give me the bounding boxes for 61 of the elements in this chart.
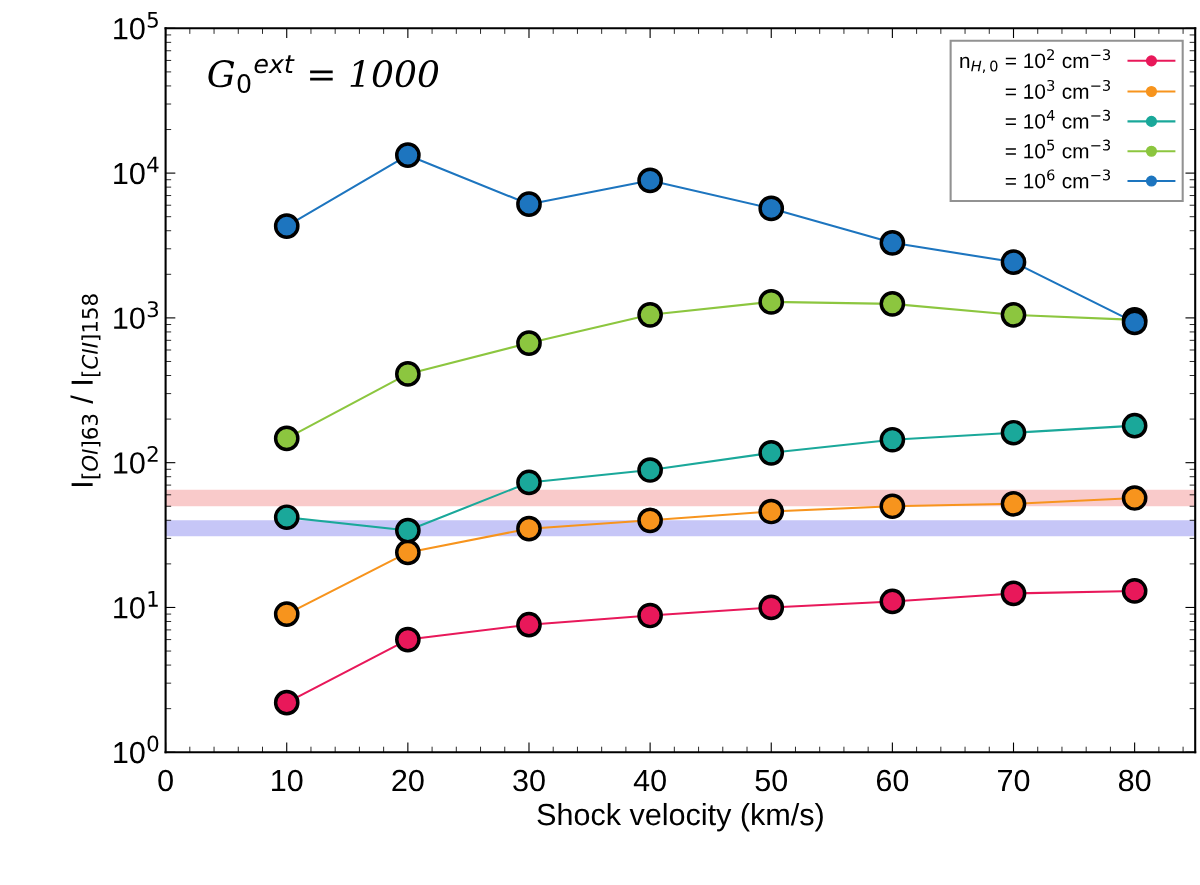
x-tick-label: 30 bbox=[513, 769, 545, 792]
point bbox=[1000, 249, 1027, 275]
x-tick-label: 80 bbox=[1118, 769, 1151, 792]
point bbox=[637, 457, 663, 483]
point bbox=[516, 191, 542, 218]
point bbox=[637, 301, 663, 328]
legend-label: n$_{H,0}$ = 10$^{2}$ cm$^{−3}$ bbox=[960, 49, 1111, 74]
point bbox=[758, 195, 785, 222]
point bbox=[516, 330, 542, 356]
point bbox=[516, 515, 542, 542]
x-tick-label: 70 bbox=[998, 769, 1030, 792]
point bbox=[637, 167, 663, 194]
point bbox=[879, 426, 906, 453]
point bbox=[1000, 419, 1027, 446]
point bbox=[879, 588, 906, 615]
point bbox=[879, 291, 906, 317]
point bbox=[395, 626, 421, 653]
x-tick-label: 40 bbox=[633, 769, 666, 792]
y-tick-label: 10$^{4}$ bbox=[114, 156, 159, 185]
point bbox=[273, 601, 300, 627]
point bbox=[637, 602, 663, 629]
point bbox=[758, 439, 785, 466]
point bbox=[637, 507, 663, 534]
point bbox=[395, 539, 421, 566]
point bbox=[1000, 490, 1027, 517]
point bbox=[758, 498, 785, 525]
point bbox=[758, 289, 785, 315]
point bbox=[273, 504, 300, 531]
point bbox=[516, 469, 542, 496]
point bbox=[273, 425, 300, 452]
legend-label: = 10$^{5}$ cm$^{−3}$ bbox=[1005, 139, 1111, 159]
y-axis-title: I$_{[OI]63}$ / I$_{[CII]158}$ bbox=[70, 294, 101, 487]
x-tick-label: 50 bbox=[755, 769, 788, 792]
x-tick-label: 10 bbox=[272, 769, 303, 792]
x-tick-label: 0 bbox=[158, 769, 173, 792]
point bbox=[758, 594, 785, 621]
point bbox=[516, 611, 542, 638]
point bbox=[1121, 578, 1148, 604]
point bbox=[1121, 485, 1148, 511]
y-tick-label: 10$^{5}$ bbox=[114, 11, 158, 40]
x-axis-title: Shock velocity (km/s) bbox=[537, 802, 823, 832]
legend-label: = 10$^{6}$ cm$^{−3}$ bbox=[1005, 169, 1111, 189]
point bbox=[273, 689, 300, 716]
point bbox=[1121, 412, 1148, 439]
x-tick-label: 20 bbox=[392, 769, 424, 792]
point bbox=[395, 517, 421, 544]
y-tick-label: 10$^{0}$ bbox=[114, 735, 159, 764]
point bbox=[395, 142, 421, 169]
y-tick-label: 10$^{2}$ bbox=[114, 445, 158, 474]
point bbox=[1000, 301, 1027, 328]
point bbox=[273, 213, 300, 240]
legend-label: = 10$^{3}$ cm$^{−3}$ bbox=[1005, 79, 1111, 99]
point bbox=[879, 229, 906, 256]
point bbox=[879, 493, 906, 520]
point bbox=[1000, 580, 1027, 607]
point bbox=[395, 361, 421, 387]
legend-label: = 10$^{4}$ cm$^{−3}$ bbox=[1005, 109, 1111, 129]
y-tick-label: 10$^{1}$ bbox=[114, 591, 158, 619]
y-tick-label: 10$^{3}$ bbox=[114, 301, 159, 330]
annotation: G$_{0}$$^{ext}$ = 1000 bbox=[208, 55, 439, 94]
x-tick-label: 60 bbox=[876, 769, 909, 792]
